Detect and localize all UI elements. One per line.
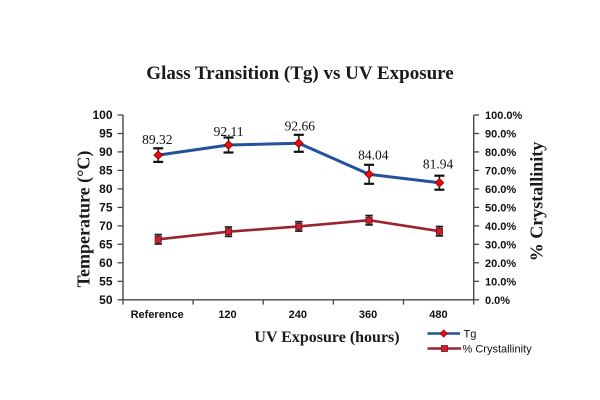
svg-text:70: 70 [99,219,113,233]
svg-text:92.66: 92.66 [285,119,316,134]
svg-text:70.0%: 70.0% [485,165,516,177]
svg-text:84.04: 84.04 [358,148,389,163]
svg-text:240: 240 [289,309,307,321]
svg-text:65: 65 [99,238,113,252]
svg-text:% Crystallinity: % Crystallinity [463,343,533,355]
svg-text:80.0%: 80.0% [485,147,516,159]
svg-text:20.0%: 20.0% [485,258,516,270]
svg-text:40.0%: 40.0% [485,221,516,233]
svg-text:50.0%: 50.0% [485,202,516,214]
svg-text:90: 90 [99,145,113,159]
svg-text:100.0%: 100.0% [485,110,523,122]
svg-text:UV Exposure (hours): UV Exposure (hours) [254,329,399,346]
svg-text:90.0%: 90.0% [485,129,516,141]
svg-text:80: 80 [99,182,113,196]
svg-text:Tg: Tg [464,328,477,340]
svg-text:Glass Transition (Tg) vs UV Ex: Glass Transition (Tg) vs UV Exposure [146,63,453,84]
svg-text:100: 100 [92,108,112,122]
svg-text:50: 50 [99,293,113,307]
svg-text:60: 60 [99,256,113,270]
svg-text:81.94: 81.94 [423,156,454,171]
svg-text:55: 55 [99,275,113,289]
svg-text:120: 120 [218,309,236,321]
svg-text:89.32: 89.32 [142,132,172,147]
svg-text:75: 75 [99,201,113,215]
svg-text:360: 360 [359,309,377,321]
svg-text:95: 95 [99,127,113,141]
svg-text:60.0%: 60.0% [485,184,516,196]
svg-text:30.0%: 30.0% [485,239,516,251]
svg-text:92.11: 92.11 [214,124,244,139]
svg-text:480: 480 [429,309,447,321]
svg-text:85: 85 [99,164,113,178]
svg-text:0.0%: 0.0% [485,295,510,307]
svg-text:Temperature (°C): Temperature (°C) [74,151,95,288]
svg-text:% Crystallinity: % Crystallinity [527,142,547,262]
svg-text:Reference: Reference [131,309,184,321]
svg-text:10.0%: 10.0% [485,276,516,288]
